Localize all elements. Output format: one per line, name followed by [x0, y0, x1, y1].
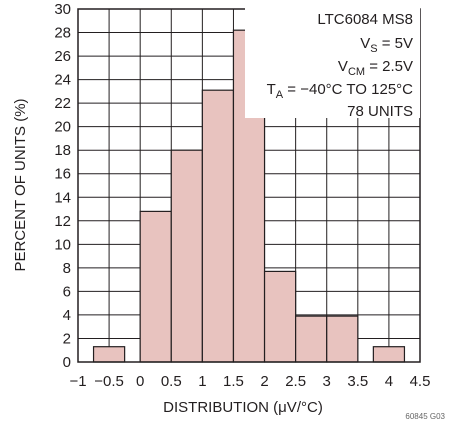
x-tick-label: 3 [323, 373, 331, 390]
y-tick-label: 16 [54, 166, 71, 183]
y-tick-label: 2 [63, 330, 71, 347]
histogram-bar [326, 315, 359, 363]
y-tick-label: 10 [54, 236, 71, 253]
y-tick-label: 24 [54, 72, 71, 89]
histogram-bar [170, 149, 203, 363]
x-tick-label: 1 [198, 373, 206, 390]
x-tick-label: 2 [260, 373, 268, 390]
x-tick-label: −1 [69, 373, 86, 390]
x-tick-labels: −1 −0.5 0 0.5 1 1.5 2 2.5 3 3.5 4 4.5 [69, 373, 430, 390]
x-tick-label: 3.5 [347, 373, 368, 390]
histogram-bar [139, 210, 172, 363]
y-tick-label: 14 [54, 189, 71, 206]
x-tick-label: −0.5 [94, 373, 124, 390]
legend-box [245, 8, 420, 118]
y-tick-label: 22 [54, 95, 71, 112]
histogram-bar [295, 315, 328, 363]
y-axis-title: PERCENT OF UNITS (%) [12, 98, 29, 271]
y-tick-label: 12 [54, 213, 71, 230]
y-tick-label: 18 [54, 142, 71, 159]
histogram-bar [263, 270, 297, 363]
x-tick-label: 4 [385, 373, 393, 390]
y-tick-label: 28 [54, 25, 71, 42]
histogram-bar [201, 89, 235, 363]
x-tick-label: 0.5 [161, 373, 182, 390]
x-axis-title: DISTRIBUTION (μV/°C) [163, 399, 323, 416]
x-tick-label: 1.5 [223, 373, 244, 390]
y-tick-label: 0 [63, 354, 71, 371]
y-tick-label: 30 [54, 1, 71, 18]
legend-line-device: LTC6084 MS8 [317, 11, 413, 28]
figure-code: 60845 G03 [405, 412, 445, 421]
legend-line-units: 78 UNITS [347, 103, 413, 120]
y-tick-label: 26 [54, 48, 71, 65]
histogram-bar [92, 346, 126, 363]
histogram-bar [372, 346, 406, 363]
legend-line-temperature: TA = −40°C TO 125°C [267, 81, 414, 101]
y-tick-label: 4 [63, 307, 71, 324]
x-tick-label: 0 [136, 373, 144, 390]
x-tick-label: 2.5 [285, 373, 306, 390]
y-tick-label: 8 [63, 260, 71, 277]
y-tick-label: 20 [54, 119, 71, 136]
y-tick-label: 6 [63, 283, 71, 300]
x-tick-label: 4.5 [410, 373, 431, 390]
